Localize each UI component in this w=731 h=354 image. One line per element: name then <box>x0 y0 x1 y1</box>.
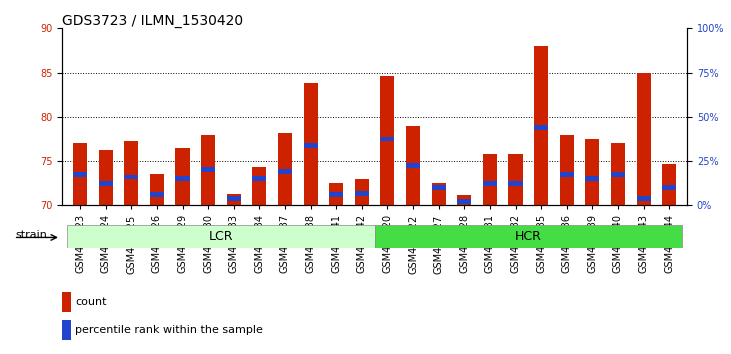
Bar <box>278 133 292 205</box>
Bar <box>227 194 240 205</box>
Bar <box>509 181 523 185</box>
Bar <box>201 167 215 172</box>
Text: count: count <box>75 297 107 307</box>
Bar <box>586 139 599 205</box>
Bar <box>99 150 113 205</box>
Text: HCR: HCR <box>515 230 542 243</box>
Bar <box>431 185 446 190</box>
Bar <box>329 183 344 205</box>
Bar <box>73 143 87 205</box>
Bar <box>483 181 497 185</box>
Bar <box>637 73 651 205</box>
Bar <box>560 172 574 177</box>
Bar <box>175 176 189 181</box>
Bar <box>380 76 395 205</box>
Bar <box>150 192 164 197</box>
Bar <box>509 154 523 205</box>
Bar <box>458 195 471 205</box>
Bar <box>431 183 446 205</box>
Bar <box>67 225 375 248</box>
Bar <box>662 164 676 205</box>
Bar <box>380 137 395 141</box>
Bar <box>355 192 369 196</box>
Text: LCR: LCR <box>208 230 233 243</box>
Bar <box>201 135 215 205</box>
Bar <box>406 163 420 168</box>
Bar <box>534 125 548 130</box>
Bar <box>534 46 548 205</box>
Bar <box>611 172 625 177</box>
Text: GDS3723 / ILMN_1530420: GDS3723 / ILMN_1530420 <box>62 14 243 28</box>
Bar <box>303 83 318 205</box>
Bar <box>62 292 72 312</box>
Bar <box>73 172 87 177</box>
Bar <box>586 176 599 181</box>
Bar <box>406 126 420 205</box>
Bar <box>99 181 113 185</box>
Bar <box>458 199 471 204</box>
Bar <box>62 320 72 340</box>
Bar <box>329 192 344 197</box>
Text: percentile rank within the sample: percentile rank within the sample <box>75 325 263 335</box>
Bar <box>375 225 682 248</box>
Bar <box>662 185 676 190</box>
Bar <box>637 196 651 201</box>
Bar <box>278 169 292 174</box>
Bar <box>150 174 164 205</box>
Bar <box>252 167 266 205</box>
Bar <box>483 154 497 205</box>
Bar <box>560 135 574 205</box>
Bar <box>124 175 138 179</box>
Bar <box>303 143 318 148</box>
Bar <box>227 196 240 201</box>
Bar <box>124 141 138 205</box>
Bar <box>252 176 266 181</box>
Bar <box>355 179 369 205</box>
Bar <box>175 148 189 205</box>
Bar <box>611 143 625 205</box>
Text: strain: strain <box>15 230 48 240</box>
